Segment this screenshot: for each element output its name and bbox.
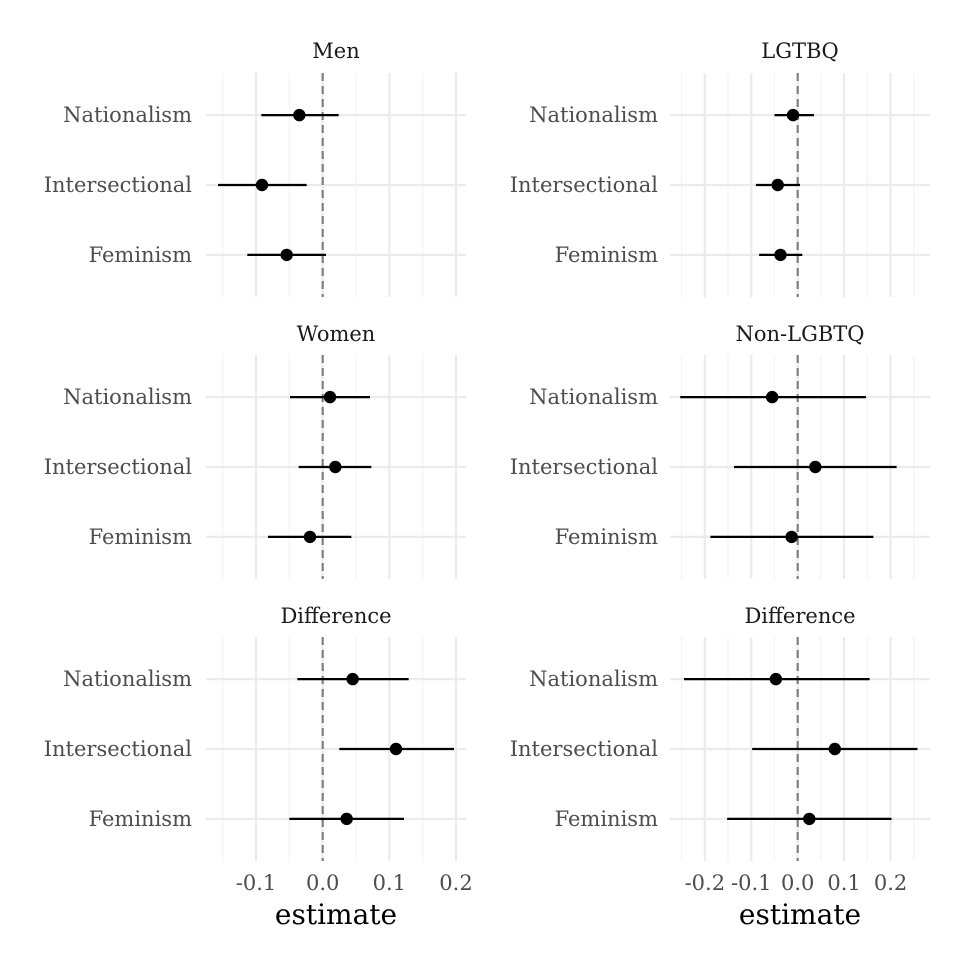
- estimate-point: [786, 108, 800, 122]
- category-label: Feminism: [89, 807, 192, 831]
- category-label: Intersectional: [510, 737, 659, 761]
- x-tick-label: 0.1: [827, 871, 860, 895]
- category-label: Nationalism: [63, 667, 192, 691]
- estimate-point: [346, 672, 359, 686]
- x-tick-label: -0.2: [685, 871, 726, 895]
- category-label: Intersectional: [510, 455, 659, 479]
- x-tick-label: -0.1: [731, 871, 772, 895]
- estimate-point: [771, 178, 784, 192]
- category-label: Feminism: [555, 525, 658, 549]
- x-tick-label: -0.1: [236, 871, 277, 895]
- estimate-point: [389, 742, 403, 756]
- category-label: Feminism: [555, 243, 658, 267]
- x-tick-label: 0.2: [874, 871, 907, 895]
- category-label: Feminism: [89, 243, 192, 267]
- category-label: Intersectional: [44, 737, 193, 761]
- estimate-point: [329, 460, 342, 474]
- category-label: Nationalism: [529, 667, 658, 691]
- category-label: Nationalism: [63, 103, 192, 127]
- category-label: Nationalism: [63, 385, 192, 409]
- estimate-point: [255, 178, 269, 192]
- x-tick-label: 0.0: [781, 871, 814, 895]
- estimate-point: [340, 812, 353, 826]
- category-label: Nationalism: [529, 385, 658, 409]
- estimate-point: [765, 390, 779, 404]
- panel-title: Women: [297, 322, 376, 346]
- estimate-point: [809, 460, 822, 474]
- x-tick-label: 0.2: [439, 871, 472, 895]
- estimate-point: [785, 530, 798, 544]
- estimate-point: [803, 812, 816, 826]
- category-label: Intersectional: [44, 455, 193, 479]
- estimate-point: [303, 530, 317, 544]
- category-label: Intersectional: [510, 173, 659, 197]
- estimate-point: [769, 672, 783, 686]
- panel-title: Non-LGBTQ: [735, 322, 864, 346]
- category-label: Feminism: [89, 525, 192, 549]
- panel-title: Difference: [744, 604, 855, 628]
- estimate-point: [323, 390, 337, 404]
- x-tick-label: 0.0: [306, 871, 339, 895]
- panel-title: Men: [312, 39, 359, 63]
- x-axis-title: estimate: [275, 898, 397, 931]
- panel-title: Difference: [280, 604, 391, 628]
- x-tick-label: 0.1: [373, 871, 406, 895]
- estimate-point: [293, 108, 306, 122]
- category-label: Nationalism: [529, 103, 658, 127]
- estimate-point: [280, 248, 293, 262]
- category-label: Feminism: [555, 807, 658, 831]
- panel-title: LGTBQ: [761, 39, 838, 63]
- estimate-point: [828, 742, 842, 756]
- x-axis-title: estimate: [739, 898, 861, 931]
- category-label: Intersectional: [44, 173, 193, 197]
- estimate-point: [774, 248, 787, 262]
